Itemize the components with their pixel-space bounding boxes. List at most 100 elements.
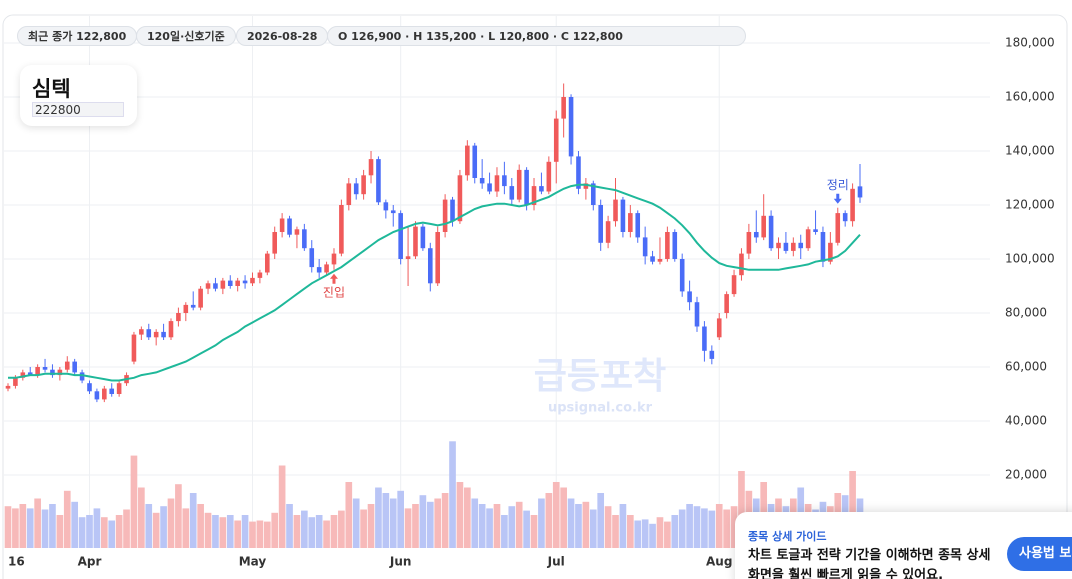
candle-body bbox=[5, 385, 11, 389]
candle-body bbox=[694, 302, 700, 327]
candle-body bbox=[650, 256, 655, 262]
y-tick-label: 160,000 bbox=[1005, 90, 1055, 104]
candle-body bbox=[813, 229, 818, 232]
candle-body bbox=[776, 242, 781, 249]
candle-body bbox=[20, 372, 26, 378]
candle-body bbox=[524, 169, 529, 205]
candle-body bbox=[309, 248, 315, 268]
candle-body bbox=[442, 199, 448, 232]
volume-bar bbox=[160, 506, 167, 548]
volume-bar bbox=[197, 504, 204, 548]
volume-bar bbox=[19, 504, 27, 548]
candle-body bbox=[568, 97, 574, 157]
volume-bar bbox=[419, 495, 427, 548]
volume-bar bbox=[575, 504, 582, 548]
candle-body bbox=[183, 304, 189, 313]
candle-body bbox=[709, 350, 715, 359]
volume-bar bbox=[263, 521, 271, 548]
candle-body bbox=[850, 188, 855, 222]
candle-body bbox=[87, 383, 92, 392]
x-tick-label: Jul bbox=[547, 555, 565, 569]
candle-body bbox=[168, 321, 174, 338]
volume-bar bbox=[849, 471, 856, 548]
candle-body bbox=[353, 183, 359, 195]
volume-bar bbox=[204, 512, 212, 548]
volume-bar bbox=[612, 515, 619, 548]
volume-bar bbox=[678, 509, 686, 548]
stock-code: 222800 bbox=[32, 102, 124, 117]
volume-bar bbox=[589, 509, 597, 548]
stock-card: 심텍 222800 bbox=[20, 65, 137, 126]
volume-bar bbox=[664, 521, 671, 548]
candle-body bbox=[257, 272, 263, 278]
x-tick-label: 16 bbox=[8, 555, 25, 569]
moving-average bbox=[8, 183, 861, 382]
candle-body bbox=[398, 213, 403, 259]
candle-body bbox=[116, 383, 122, 394]
y-tick-label: 140,000 bbox=[1005, 144, 1055, 158]
volume-bar bbox=[715, 504, 723, 548]
candle-body bbox=[376, 159, 381, 203]
volume-bar bbox=[212, 515, 219, 548]
signal-arrow bbox=[329, 273, 338, 284]
candle-body bbox=[657, 259, 663, 262]
candle-body bbox=[583, 183, 589, 189]
volume-bar bbox=[515, 501, 523, 548]
candle-body bbox=[702, 326, 707, 351]
volume-bar bbox=[345, 482, 353, 548]
x-tick-label: Jun bbox=[389, 555, 412, 569]
guide-text: 차트 토글과 전략 기간을 이해하면 종목 상세 bbox=[748, 548, 991, 563]
candle-body bbox=[613, 199, 618, 222]
candle-body bbox=[435, 232, 441, 284]
volume-bar bbox=[167, 498, 175, 548]
candle-body bbox=[139, 329, 144, 335]
candle-body bbox=[761, 215, 766, 238]
volume-bar bbox=[330, 515, 338, 548]
volume-bar bbox=[278, 465, 286, 548]
volume-bar bbox=[241, 515, 249, 548]
volume-bar bbox=[686, 504, 693, 548]
candle-body bbox=[628, 213, 633, 232]
volume-bar bbox=[382, 493, 390, 548]
candle-body bbox=[835, 213, 841, 243]
volume-bar bbox=[723, 509, 730, 548]
volume-bar bbox=[523, 510, 530, 548]
volume-bar bbox=[293, 515, 301, 548]
volume-bar bbox=[182, 508, 190, 548]
volume-bar bbox=[730, 506, 738, 548]
volume-bar bbox=[671, 515, 679, 548]
signal-label: 정리 bbox=[827, 178, 849, 192]
volume-bar bbox=[271, 512, 279, 548]
volume-bar bbox=[508, 506, 516, 548]
volume-bar bbox=[115, 515, 123, 548]
candle-body bbox=[13, 377, 18, 386]
candle-body bbox=[798, 242, 804, 249]
candle-body bbox=[227, 280, 233, 286]
guide-text: 화면을 훨씬 빠르게 읽을 수 있어요. bbox=[748, 568, 944, 579]
volume-bar bbox=[367, 504, 375, 548]
volume-bar bbox=[552, 482, 560, 548]
candle-body bbox=[716, 318, 722, 338]
volume-bar bbox=[71, 501, 79, 548]
volume-bar bbox=[441, 493, 449, 548]
candle-body bbox=[302, 229, 307, 249]
candle-body bbox=[94, 391, 100, 400]
volume-bar bbox=[649, 523, 656, 548]
chip: 2026-08-28 bbox=[236, 26, 329, 46]
candle-body bbox=[590, 183, 596, 205]
volume-bar bbox=[301, 510, 308, 548]
candle-body bbox=[768, 215, 774, 249]
signal-arrow bbox=[833, 193, 842, 204]
volume-bar bbox=[738, 471, 745, 548]
candle-body bbox=[250, 277, 255, 284]
volume-bar bbox=[100, 517, 108, 548]
candle-body bbox=[205, 283, 211, 289]
candle-body bbox=[635, 213, 641, 238]
volume-bar bbox=[656, 517, 664, 548]
candle-body bbox=[405, 256, 411, 259]
volume-bar bbox=[693, 506, 701, 548]
candle-body bbox=[265, 253, 270, 273]
guide-button[interactable]: 사용법 보기 bbox=[1007, 537, 1072, 571]
